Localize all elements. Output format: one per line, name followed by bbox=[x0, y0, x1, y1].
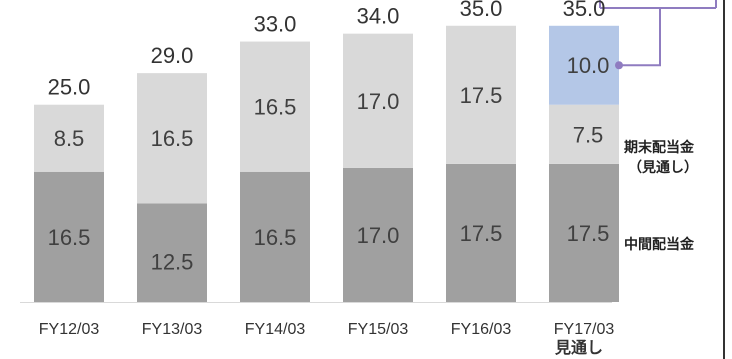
legend-year-end-label-line2: （見通し） bbox=[628, 159, 698, 175]
total-label-fy16-03: 35.0 bbox=[460, 0, 503, 21]
legend-interim-label: 中間配当金 bbox=[624, 236, 695, 252]
value-label-fy16-03-s1: 17.5 bbox=[460, 83, 503, 108]
value-label-fy13-03-s0: 12.5 bbox=[151, 250, 194, 275]
value-label-fy14-03-s0: 16.5 bbox=[254, 225, 297, 250]
bars bbox=[34, 25, 619, 302]
forecast-callout-connector bbox=[619, 8, 661, 67]
bar-segment-fy12-03-s0 bbox=[34, 171, 104, 302]
value-label-fy13-03-s1: 16.5 bbox=[151, 126, 194, 151]
value-label-fy14-03-s1: 16.5 bbox=[254, 95, 297, 120]
forecast-callout bbox=[615, 8, 661, 70]
total-label-fy13-03: 29.0 bbox=[151, 43, 194, 68]
bar-segment-fy12-03-s1 bbox=[34, 104, 104, 172]
value-label-fy12-03-s1: 8.5 bbox=[54, 126, 85, 151]
bar-segment-fy14-03-s1 bbox=[240, 41, 310, 172]
total-label-fy12-03: 25.0 bbox=[48, 75, 91, 100]
total-label-fy17-03: 35.0 bbox=[563, 0, 606, 21]
total-label-fy14-03: 33.0 bbox=[254, 12, 297, 37]
data-labels: 16.5 8.5 25.0 12.5 16.5 29.0 16.5 16.5 33.0 17.0 1… bbox=[48, 0, 610, 275]
legend: 期末配当金 （見通し） 中間配当金 bbox=[624, 139, 698, 252]
x-tick-label-fy17-03: FY17/03 bbox=[554, 321, 615, 338]
x-tick-label-fy16-03: FY16/03 bbox=[451, 321, 512, 338]
value-label-fy15-03-s0: 17.0 bbox=[357, 223, 400, 248]
bar-segment-fy15-03-s0 bbox=[343, 167, 413, 302]
x-tick-label-fy12-03: FY12/03 bbox=[39, 321, 100, 338]
chart-frame bbox=[599, 0, 725, 359]
value-label-fy17-03-s1: 7.5 bbox=[573, 122, 604, 147]
bar-segment-fy17-03-s2 bbox=[549, 25, 619, 105]
bar-segment-fy16-03-s1 bbox=[446, 25, 516, 164]
value-label-fy15-03-s1: 17.0 bbox=[357, 89, 400, 114]
value-label-fy17-03-s0: 17.5 bbox=[567, 221, 610, 246]
x-tick-sublabel-fy17-03: 見通し bbox=[554, 339, 603, 357]
x-tick-label-fy13-03: FY13/03 bbox=[142, 321, 203, 338]
bar-segment-fy16-03-s0 bbox=[446, 163, 516, 302]
x-axis: FY12/03 FY13/03 FY14/03 FY15/03 FY16/03 FY17/… bbox=[20, 302, 615, 357]
bar-segment-fy15-03-s1 bbox=[343, 33, 413, 168]
bar-segment-fy14-03-s0 bbox=[240, 171, 310, 302]
bar-segment-fy13-03-s1 bbox=[137, 73, 207, 204]
x-tick-label-fy14-03: FY14/03 bbox=[245, 321, 306, 338]
value-label-fy17-03-s2: 10.0 bbox=[567, 53, 610, 78]
bar-segment-fy13-03-s0 bbox=[137, 203, 207, 302]
legend-year-end-label-line1: 期末配当金 bbox=[624, 139, 695, 155]
bar-segment-fy17-03-s0 bbox=[549, 163, 619, 302]
value-label-fy12-03-s0: 16.5 bbox=[48, 225, 91, 250]
x-tick-label-fy15-03: FY15/03 bbox=[348, 321, 409, 338]
value-label-fy16-03-s0: 17.5 bbox=[460, 221, 503, 246]
bar-segment-fy17-03-s1 bbox=[549, 104, 619, 164]
forecast-callout-dot bbox=[615, 61, 623, 70]
total-label-fy15-03: 34.0 bbox=[357, 4, 400, 29]
